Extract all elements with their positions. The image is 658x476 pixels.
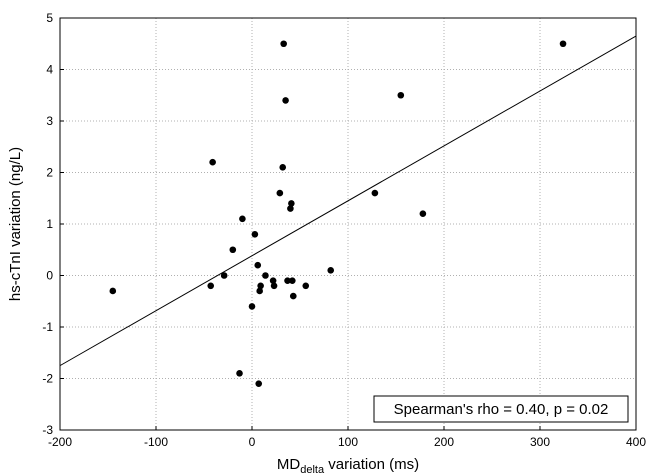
data-point <box>207 282 215 290</box>
x-tick-label: -200 <box>48 435 72 449</box>
y-tick-label: -1 <box>42 320 53 334</box>
x-axis-title-rest: variation (ms) <box>324 456 419 473</box>
data-point <box>371 189 379 197</box>
data-point <box>248 303 256 310</box>
data-point <box>289 277 296 284</box>
data-point <box>209 158 216 166</box>
data-point <box>279 164 287 171</box>
trend-line-group <box>59 35 637 367</box>
data-point <box>269 277 277 284</box>
data-point <box>254 261 262 269</box>
x-tick-label: 100 <box>338 435 358 449</box>
data-points <box>109 40 567 387</box>
data-point <box>236 370 243 377</box>
y-tick-label: 5 <box>46 11 53 25</box>
data-point <box>262 272 269 279</box>
data-point <box>289 292 297 300</box>
x-tick-label: 400 <box>626 435 646 449</box>
annotation-text: Spearman's rho = 0.40, p = 0.02 <box>394 401 609 418</box>
y-tick-label: 0 <box>46 269 53 283</box>
data-point <box>287 205 294 212</box>
data-point <box>270 282 278 290</box>
y-tick-label: 1 <box>46 217 53 231</box>
data-point <box>257 282 264 290</box>
x-axis-title-subscript: delta <box>300 464 325 476</box>
x-axis-title-main: MD <box>277 456 300 473</box>
data-point <box>220 272 228 279</box>
data-point <box>280 40 287 48</box>
x-axis-title: MDdelta variation (ms) <box>277 456 419 476</box>
x-tick-label: -100 <box>144 435 168 449</box>
data-point <box>397 91 405 99</box>
x-tick-label: 0 <box>249 435 256 449</box>
data-point <box>109 287 117 295</box>
data-point <box>239 215 246 223</box>
data-point <box>419 210 427 217</box>
annotation-box <box>373 395 629 423</box>
y-tick-label: -2 <box>42 372 53 386</box>
x-tick-label: 300 <box>530 435 550 449</box>
y-tick-label: 4 <box>46 63 53 77</box>
y-axis-title: hs-cTnI variation (ng/L) <box>7 147 24 301</box>
data-point <box>327 267 335 274</box>
grid <box>60 18 636 430</box>
y-tick-label: 3 <box>46 114 53 128</box>
y-axis-ticks: -3 -2 -1 0 1 2 3 4 5 <box>42 11 64 437</box>
y-tick-label: -3 <box>42 423 53 437</box>
data-point <box>559 40 567 48</box>
data-point <box>288 200 295 207</box>
x-axis-ticks: -200 -100 0 100 200 300 400 <box>48 426 646 449</box>
data-point <box>284 277 291 284</box>
data-point <box>302 282 310 290</box>
data-point <box>282 97 289 104</box>
data-point <box>229 246 237 254</box>
x-tick-label: 200 <box>434 435 454 449</box>
spearman-annotation: Spearman's rho = 0.40, p = 0.02 <box>373 395 629 423</box>
trend-line <box>59 35 637 367</box>
y-tick-label: 2 <box>46 166 53 180</box>
data-point <box>255 380 263 387</box>
data-point <box>276 189 284 197</box>
data-point <box>256 287 263 295</box>
data-point <box>251 231 259 238</box>
